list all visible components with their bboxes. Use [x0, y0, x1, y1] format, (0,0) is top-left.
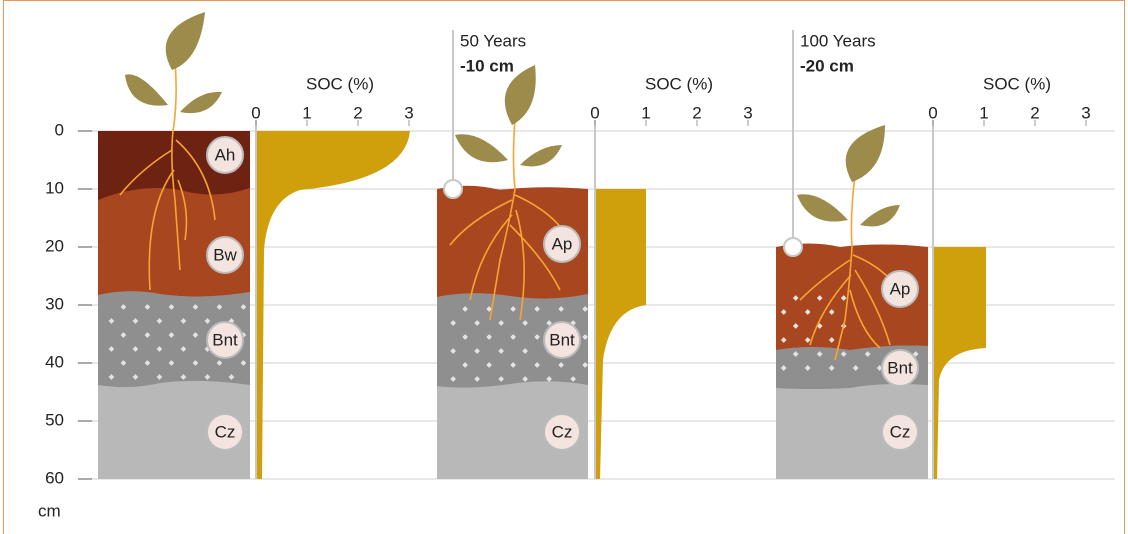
- figure: 0102030405060cmSOC (%)0123AhBwBntCzSOC (…: [0, 0, 1128, 534]
- soc-tick-label: 2: [1030, 103, 1039, 122]
- horizon-label: Bnt: [887, 358, 913, 377]
- soc-axis-title: SOC (%): [306, 74, 374, 93]
- horizon-label: Cz: [215, 422, 236, 441]
- depth-tick-label: 20: [45, 236, 64, 255]
- horizon-label: Bw: [213, 245, 237, 264]
- horizon-label: Bnt: [212, 330, 238, 349]
- depth-tick-label: 0: [55, 120, 64, 139]
- soc-tick-label: 3: [404, 103, 413, 122]
- horizon-label: Cz: [890, 422, 911, 441]
- horizon-label: Bnt: [549, 330, 575, 349]
- annotation-marker: [784, 238, 802, 256]
- annotation-marker: [444, 180, 462, 198]
- depth-unit: cm: [38, 501, 61, 520]
- soc-tick-label: 0: [251, 103, 260, 122]
- annotation-change: -10 cm: [460, 56, 514, 75]
- soc-axis-title: SOC (%): [983, 74, 1051, 93]
- soc-profile: [595, 189, 646, 479]
- horizon-label: Ap: [552, 234, 573, 253]
- soc-axis-title: SOC (%): [645, 74, 713, 93]
- soc-tick-label: 3: [743, 103, 752, 122]
- depth-tick-label: 60: [45, 468, 64, 487]
- soc-tick-label: 1: [641, 103, 650, 122]
- soc-tick-label: 1: [302, 103, 311, 122]
- horizon-label: Ap: [890, 279, 911, 298]
- annotation-change: -20 cm: [800, 56, 854, 75]
- depth-tick-label: 30: [45, 294, 64, 313]
- soc-tick-label: 1: [979, 103, 988, 122]
- depth-tick-label: 50: [45, 410, 64, 429]
- horizon-label: Ah: [215, 145, 236, 164]
- soc-tick-label: 2: [353, 103, 362, 122]
- depth-tick-label: 40: [45, 352, 64, 371]
- horizon-label: Cz: [552, 422, 573, 441]
- soc-tick-label: 3: [1081, 103, 1090, 122]
- annotation-time: 100 Years: [800, 31, 876, 50]
- depth-tick-label: 10: [45, 178, 64, 197]
- soc-tick-label: 0: [928, 103, 937, 122]
- soc-tick-label: 0: [590, 103, 599, 122]
- annotation-time: 50 Years: [460, 31, 526, 50]
- soc-tick-label: 2: [692, 103, 701, 122]
